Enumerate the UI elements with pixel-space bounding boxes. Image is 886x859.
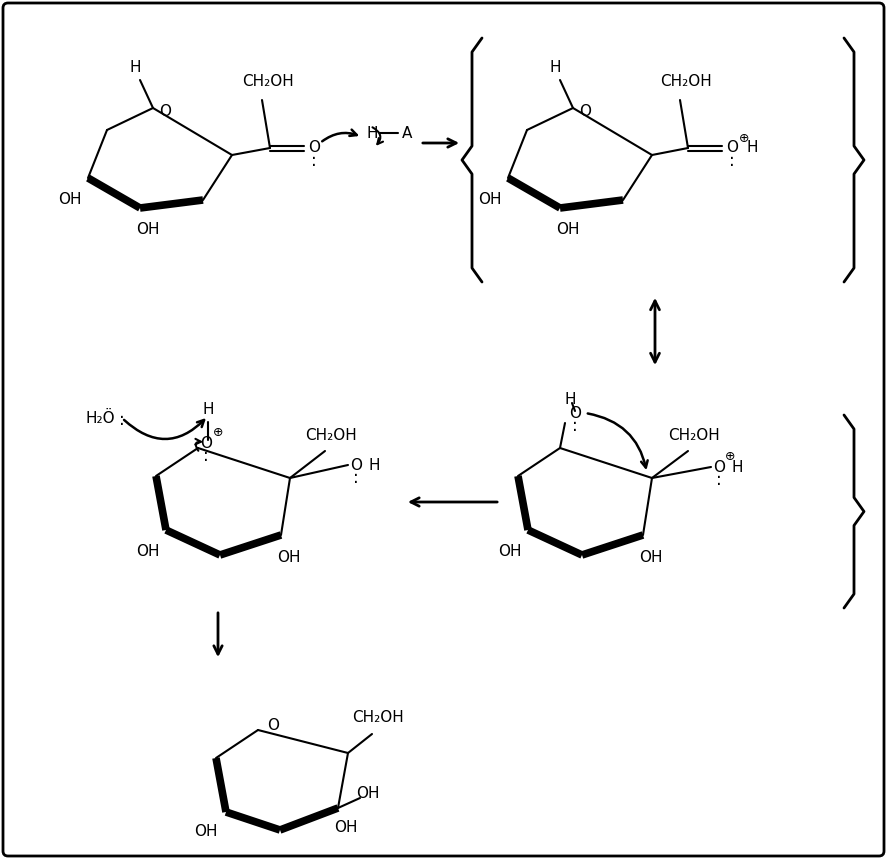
Text: :: : (311, 152, 316, 170)
Text: OH: OH (639, 550, 662, 564)
Text: ⊕: ⊕ (724, 450, 734, 464)
Text: O: O (568, 405, 580, 421)
Text: OH: OH (334, 820, 357, 836)
Text: :: : (119, 411, 125, 429)
Text: OH: OH (136, 545, 159, 559)
Text: :: : (203, 447, 208, 465)
Text: :: : (715, 471, 721, 489)
Text: CH₂OH: CH₂OH (659, 75, 711, 89)
Text: H: H (548, 60, 560, 76)
Text: ⊕: ⊕ (738, 131, 749, 144)
Text: H: H (745, 141, 757, 155)
Text: O: O (712, 460, 724, 474)
Text: OH: OH (556, 222, 579, 237)
Text: O: O (159, 103, 171, 119)
Text: OH: OH (58, 192, 82, 208)
Text: OH: OH (136, 222, 159, 237)
Text: O: O (199, 436, 212, 450)
Text: H₂Ö: H₂Ö (85, 411, 114, 425)
Text: OH: OH (194, 825, 217, 839)
Text: CH₂OH: CH₂OH (667, 428, 719, 442)
Text: H: H (366, 125, 377, 141)
Text: CH₂OH: CH₂OH (352, 710, 403, 726)
Text: :: : (571, 417, 577, 435)
Text: CH₂OH: CH₂OH (242, 75, 293, 89)
Text: H: H (129, 60, 141, 76)
Text: O: O (307, 141, 320, 155)
Text: CH₂OH: CH₂OH (305, 428, 356, 442)
Text: H: H (730, 460, 742, 474)
Text: H: H (202, 403, 214, 417)
Text: OH: OH (498, 545, 521, 559)
FancyBboxPatch shape (3, 3, 883, 856)
Text: H: H (368, 458, 379, 472)
Text: :: : (728, 152, 734, 170)
Text: O: O (267, 717, 279, 733)
Text: :: : (353, 469, 359, 487)
Text: A: A (401, 125, 412, 141)
Text: ⊕: ⊕ (213, 427, 223, 440)
Text: OH: OH (478, 192, 501, 208)
Text: O: O (725, 141, 737, 155)
Text: O: O (579, 103, 590, 119)
Text: OH: OH (277, 550, 300, 564)
Text: H: H (563, 393, 575, 407)
Text: OH: OH (356, 785, 379, 801)
Text: O: O (350, 458, 361, 472)
